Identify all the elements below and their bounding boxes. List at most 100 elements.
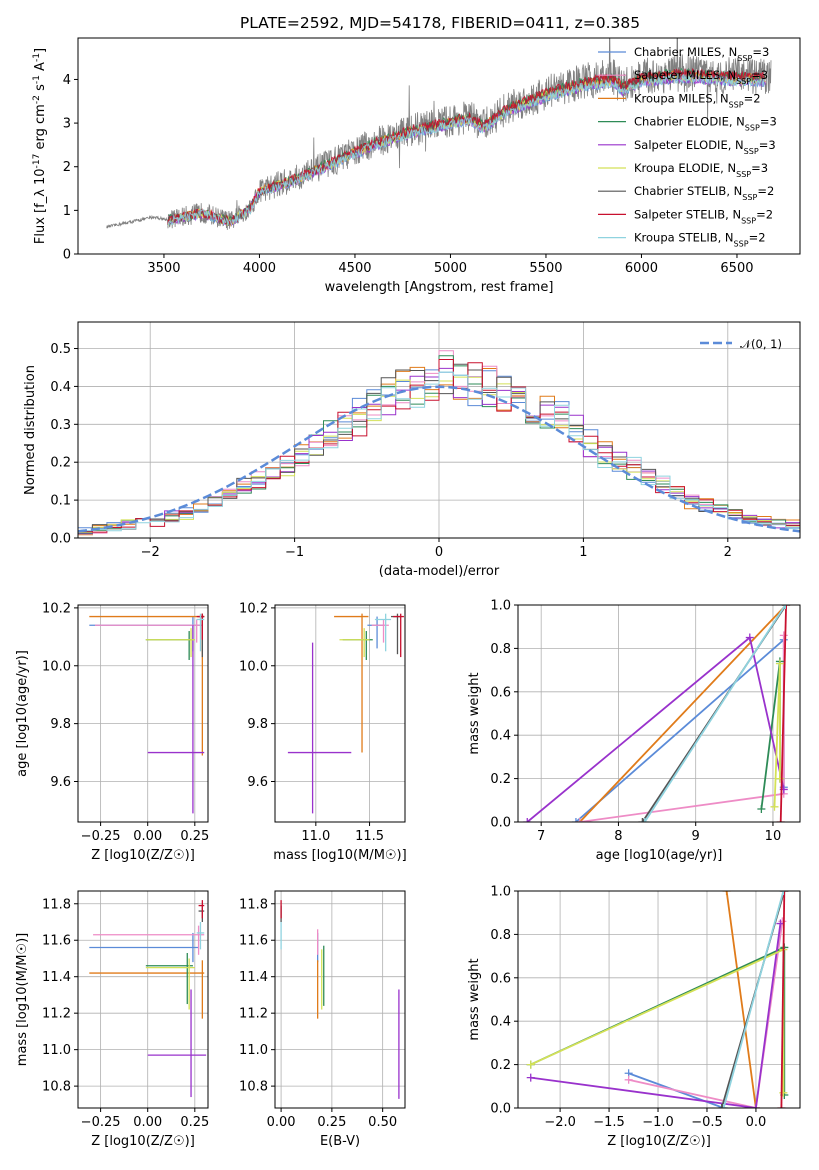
x-tick-label: 5500 [529, 261, 562, 276]
residual-histogram [78, 371, 800, 538]
y-tick-label: 9.6 [50, 775, 71, 790]
y-tick-label: 11.0 [239, 1043, 268, 1058]
x-tick-label: 11.0 [301, 829, 330, 844]
y-tick-label: 0.5 [50, 342, 71, 357]
x-tick-label: −0.25 [81, 829, 121, 844]
x-axis-label: (data-model)/error [379, 564, 500, 579]
y-tick-label: 4 [63, 73, 71, 88]
x-tick-label: 8 [614, 829, 622, 844]
y-tick-label: 0.8 [490, 928, 511, 943]
axes-frame [77, 321, 801, 539]
mass-weight-marker [781, 605, 790, 609]
x-tick-label: 0.00 [133, 829, 162, 844]
normal-distribution-curve [78, 385, 800, 533]
age-vs-mass-panel: 11.0 11.5 9.6 9.8 10.0 10.2 mass [log10(M/M☉)] [239, 601, 407, 863]
mass-weight-marker [624, 1075, 633, 1084]
y-tick-label: 10.8 [239, 1080, 268, 1095]
mass-weight-marker [757, 804, 766, 813]
y-axis-label: Flux [f_λ 10-17 erg cm-2 s-1 A-1] [32, 48, 48, 244]
axes-frame [517, 890, 801, 1109]
y-tick-label: 0.6 [490, 971, 511, 986]
observed-spectrum-line [106, 38, 772, 230]
mass-weight-marker [745, 633, 754, 642]
legend-entry-label: Salpeter MILES, NSSP=3 [634, 68, 768, 86]
y-tick-label: 0.2 [50, 456, 71, 471]
mass-weight-line [725, 891, 757, 1108]
y-tick-label: 10.0 [239, 659, 268, 674]
x-tick-label: −1.0 [642, 1115, 674, 1130]
y-tick-label: 0.0 [490, 816, 511, 831]
mass-weight-marker [638, 818, 647, 822]
mass-weight-vs-age-panel: 7 8 9 10 0.0 0.2 0.4 0.6 0.8 1.0 age [log10(age/yr… [467, 599, 801, 863]
y-tick-label: 0.2 [490, 1058, 511, 1073]
y-tick-label: 10.2 [42, 601, 71, 616]
y-tick-label: 0.4 [490, 729, 511, 744]
legend-entry-label: Chabrier STELIB, NSSP=2 [634, 184, 774, 202]
y-tick-label: 0.4 [490, 1015, 511, 1030]
y-tick-label: 0.2 [490, 772, 511, 787]
y-tick-label: 0.3 [50, 418, 71, 433]
y-tick-label: 1 [63, 204, 71, 219]
x-axis-label: E(B-V) [320, 1134, 360, 1149]
x-tick-label: −0.5 [691, 1115, 723, 1130]
x-tick-label: 11.5 [355, 829, 384, 844]
y-tick-label: 11.8 [42, 897, 71, 912]
axes-frame [517, 604, 801, 823]
y-axis-label: mass weight [467, 672, 482, 754]
legend-entry-label: Salpeter ELODIE, NSSP=3 [634, 138, 776, 156]
legend-entry-label: Kroupa STELIB, NSSP=2 [634, 231, 766, 249]
x-axis-label: Z [log10(Z/Z☉)] [91, 1134, 195, 1149]
plot-area [89, 900, 207, 1098]
y-tick-label: 10.2 [239, 601, 268, 616]
x-tick-label: 3500 [147, 261, 180, 276]
y-tick-label: 11.2 [42, 1007, 71, 1022]
mass-weight-marker [722, 891, 731, 895]
y-axis-label: age [log10(age/yr)] [15, 650, 30, 777]
y-tick-label: 11.8 [239, 897, 268, 912]
legend-entry-label: Kroupa ELODIE, NSSP=3 [634, 161, 768, 179]
y-tick-label: 1.0 [490, 885, 511, 900]
mass-weight-marker [779, 631, 788, 640]
x-tick-label: 2 [724, 545, 732, 560]
legend-entry-label: Salpeter STELIB, NSSP=2 [634, 207, 773, 225]
y-tick-label: 10.8 [42, 1080, 71, 1095]
x-tick-label: 0.00 [267, 1115, 296, 1130]
y-tick-label: 1.0 [490, 599, 511, 614]
y-axis-label: Normed distribution [23, 365, 38, 495]
legend-entry-label: Kroupa MILES, NSSP=2 [634, 91, 761, 109]
mass-weight-marker [717, 1104, 726, 1108]
mass-weight-marker [640, 818, 649, 822]
x-tick-label: 0.25 [180, 829, 209, 844]
mass-weight-marker [770, 802, 779, 811]
y-tick-label: 11.2 [239, 1007, 268, 1022]
x-tick-label: 6000 [625, 261, 658, 276]
x-axis-label: wavelength [Angstrom, rest frame] [325, 280, 554, 295]
x-tick-label: 0.0 [746, 1115, 767, 1130]
x-tick-label: 0.00 [133, 1115, 162, 1130]
x-tick-label: −2.0 [544, 1115, 576, 1130]
plot-area [523, 605, 791, 822]
mass-weight-marker [526, 1073, 535, 1082]
axes-frame [77, 604, 209, 823]
mass-weight-marker [780, 891, 789, 895]
axes-frame [77, 890, 209, 1109]
y-tick-label: 11.0 [42, 1043, 71, 1058]
plot-area [78, 350, 800, 538]
x-tick-label: 6500 [720, 261, 753, 276]
y-tick-label: 0.4 [50, 380, 71, 395]
axes-frame [274, 604, 406, 823]
legend-entry-label: Chabrier ELODIE, NSSP=3 [634, 115, 777, 133]
x-tick-label: −1.5 [593, 1115, 625, 1130]
y-axis-label: mass [log10(M/M☉)] [15, 933, 30, 1066]
y-tick-label: 0 [63, 248, 71, 263]
mass-weight-marker [779, 1088, 788, 1097]
mass-weight-line [780, 891, 786, 1108]
mass-weight-marker [779, 891, 788, 895]
x-tick-label: 10 [765, 829, 782, 844]
mass-weight-marker [571, 818, 580, 822]
mass-weight-line [579, 605, 787, 822]
x-axis-label: age [log10(age/yr)] [596, 848, 723, 863]
mass-weight-vs-metallicity-panel: −2.0 −1.5 −1.0 −0.5 0.0 0.0 0.2 0.4 0.6 0.8 1.0 Z [… [467, 885, 801, 1149]
